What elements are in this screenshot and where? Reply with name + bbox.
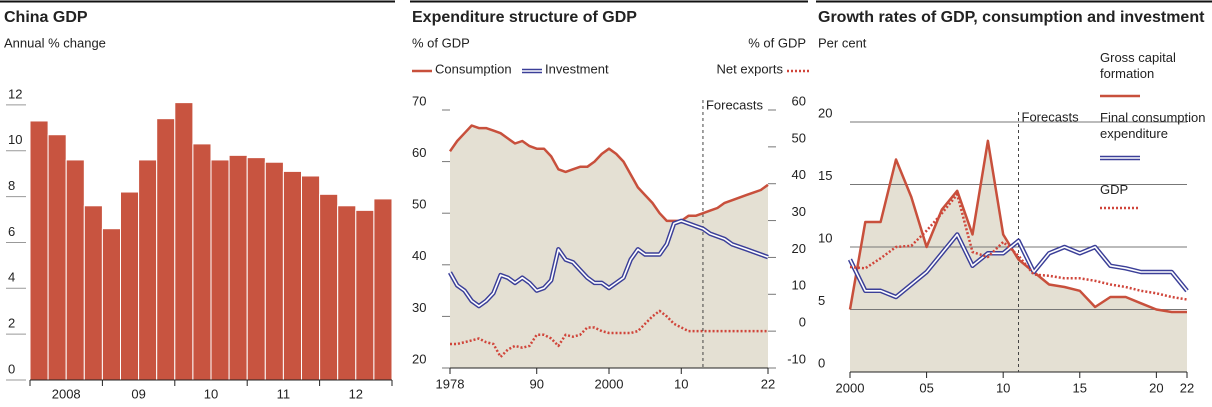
bar [210, 159, 230, 381]
y-tick-label: 4 [8, 270, 15, 285]
y-axis-label: Per cent [818, 35, 867, 50]
legend-label: Final consumption expenditure [1100, 110, 1206, 141]
x-tick-label: 09 [131, 386, 145, 401]
annotation: Forecasts [706, 97, 764, 112]
y-tick-label: 30 [412, 300, 426, 315]
chart-title: Expenditure structure of GDP [412, 9, 637, 26]
annotation: Forecasts [1022, 109, 1080, 124]
legend-label: Gross capital formation [1100, 50, 1176, 81]
x-tick-label: 22 [1180, 380, 1194, 395]
bar [174, 102, 194, 381]
y-tick-label: 40 [412, 248, 426, 263]
y2-tick-label: 20 [792, 241, 806, 256]
x-tick-label: 22 [761, 376, 775, 391]
bar [355, 209, 375, 381]
x-tick-label: 20 [1149, 380, 1163, 395]
y2-tick-label: 0 [799, 315, 806, 330]
bar [282, 170, 302, 381]
y-tick-label: 2 [8, 316, 15, 331]
area [850, 140, 1187, 372]
bar [138, 159, 158, 381]
bar [246, 157, 266, 381]
bar [192, 143, 212, 381]
y-tick-label: 8 [8, 178, 15, 193]
bar [120, 191, 140, 381]
bar [83, 205, 103, 381]
y-tick-label: 70 [412, 93, 426, 108]
y-tick-label: 0 [8, 361, 15, 376]
chart-title: Growth rates of GDP, consumption and inv… [818, 9, 1205, 26]
y2-tick-label: -10 [787, 351, 806, 366]
bar [301, 175, 321, 381]
x-tick-label: 2000 [836, 380, 865, 395]
y-tick-label: 20 [818, 105, 832, 120]
series-line [450, 309, 768, 359]
series-line-inner [449, 220, 769, 307]
x-tick-label: 90 [529, 376, 543, 391]
legend-label: GDP [1100, 182, 1129, 197]
y-axis-label: % of GDP [412, 35, 470, 50]
bar [47, 134, 67, 381]
y-tick-label: 15 [818, 168, 832, 183]
y-tick-label: 12 [8, 86, 22, 101]
x-tick-label: 1978 [436, 376, 465, 391]
y-tick-label: 20 [412, 351, 426, 366]
y-tick-label: 10 [8, 132, 22, 147]
x-tick-label: 10 [204, 386, 218, 401]
x-tick-label: 10 [674, 376, 688, 391]
x-tick-label: 05 [919, 380, 933, 395]
bar [101, 228, 122, 381]
y2-tick-label: 60 [792, 93, 806, 108]
area [450, 125, 768, 368]
y2-tick-label: 30 [792, 204, 806, 219]
x-tick-label: 15 [1073, 380, 1087, 395]
x-tick-label: 12 [349, 386, 363, 401]
bar [65, 159, 85, 381]
y-tick-label: 10 [818, 230, 832, 245]
legend-label: Net exports [717, 61, 784, 76]
x-tick-label: 10 [996, 380, 1010, 395]
y2-tick-label: 50 [792, 130, 806, 145]
bar [373, 198, 393, 381]
y2-axis-label: % of GDP [748, 35, 806, 50]
bar [264, 161, 284, 381]
x-tick-label: 11 [277, 386, 291, 401]
series-line [848, 139, 1187, 314]
series-line [849, 193, 1188, 301]
y-tick-label: 0 [818, 355, 825, 370]
chart-title: China GDP [4, 9, 88, 26]
x-tick-label: 2008 [52, 386, 81, 401]
legend-label: Consumption [435, 61, 512, 76]
y-tick-label: 6 [8, 224, 15, 239]
bar [319, 193, 339, 381]
series-line-inner [849, 233, 1188, 298]
y-tick-label: 60 [412, 145, 426, 160]
x-tick-label: 2000 [595, 376, 624, 391]
bar [228, 154, 248, 381]
bar [337, 205, 357, 381]
y2-tick-label: 10 [792, 278, 806, 293]
y-tick-label: 5 [818, 293, 825, 308]
subtitle: Annual % change [4, 35, 106, 50]
y-tick-label: 50 [412, 197, 426, 212]
bar [156, 118, 176, 381]
bar [29, 120, 49, 381]
series-line [448, 124, 769, 223]
y2-tick-label: 40 [792, 167, 806, 182]
legend-label: Investment [545, 61, 609, 76]
